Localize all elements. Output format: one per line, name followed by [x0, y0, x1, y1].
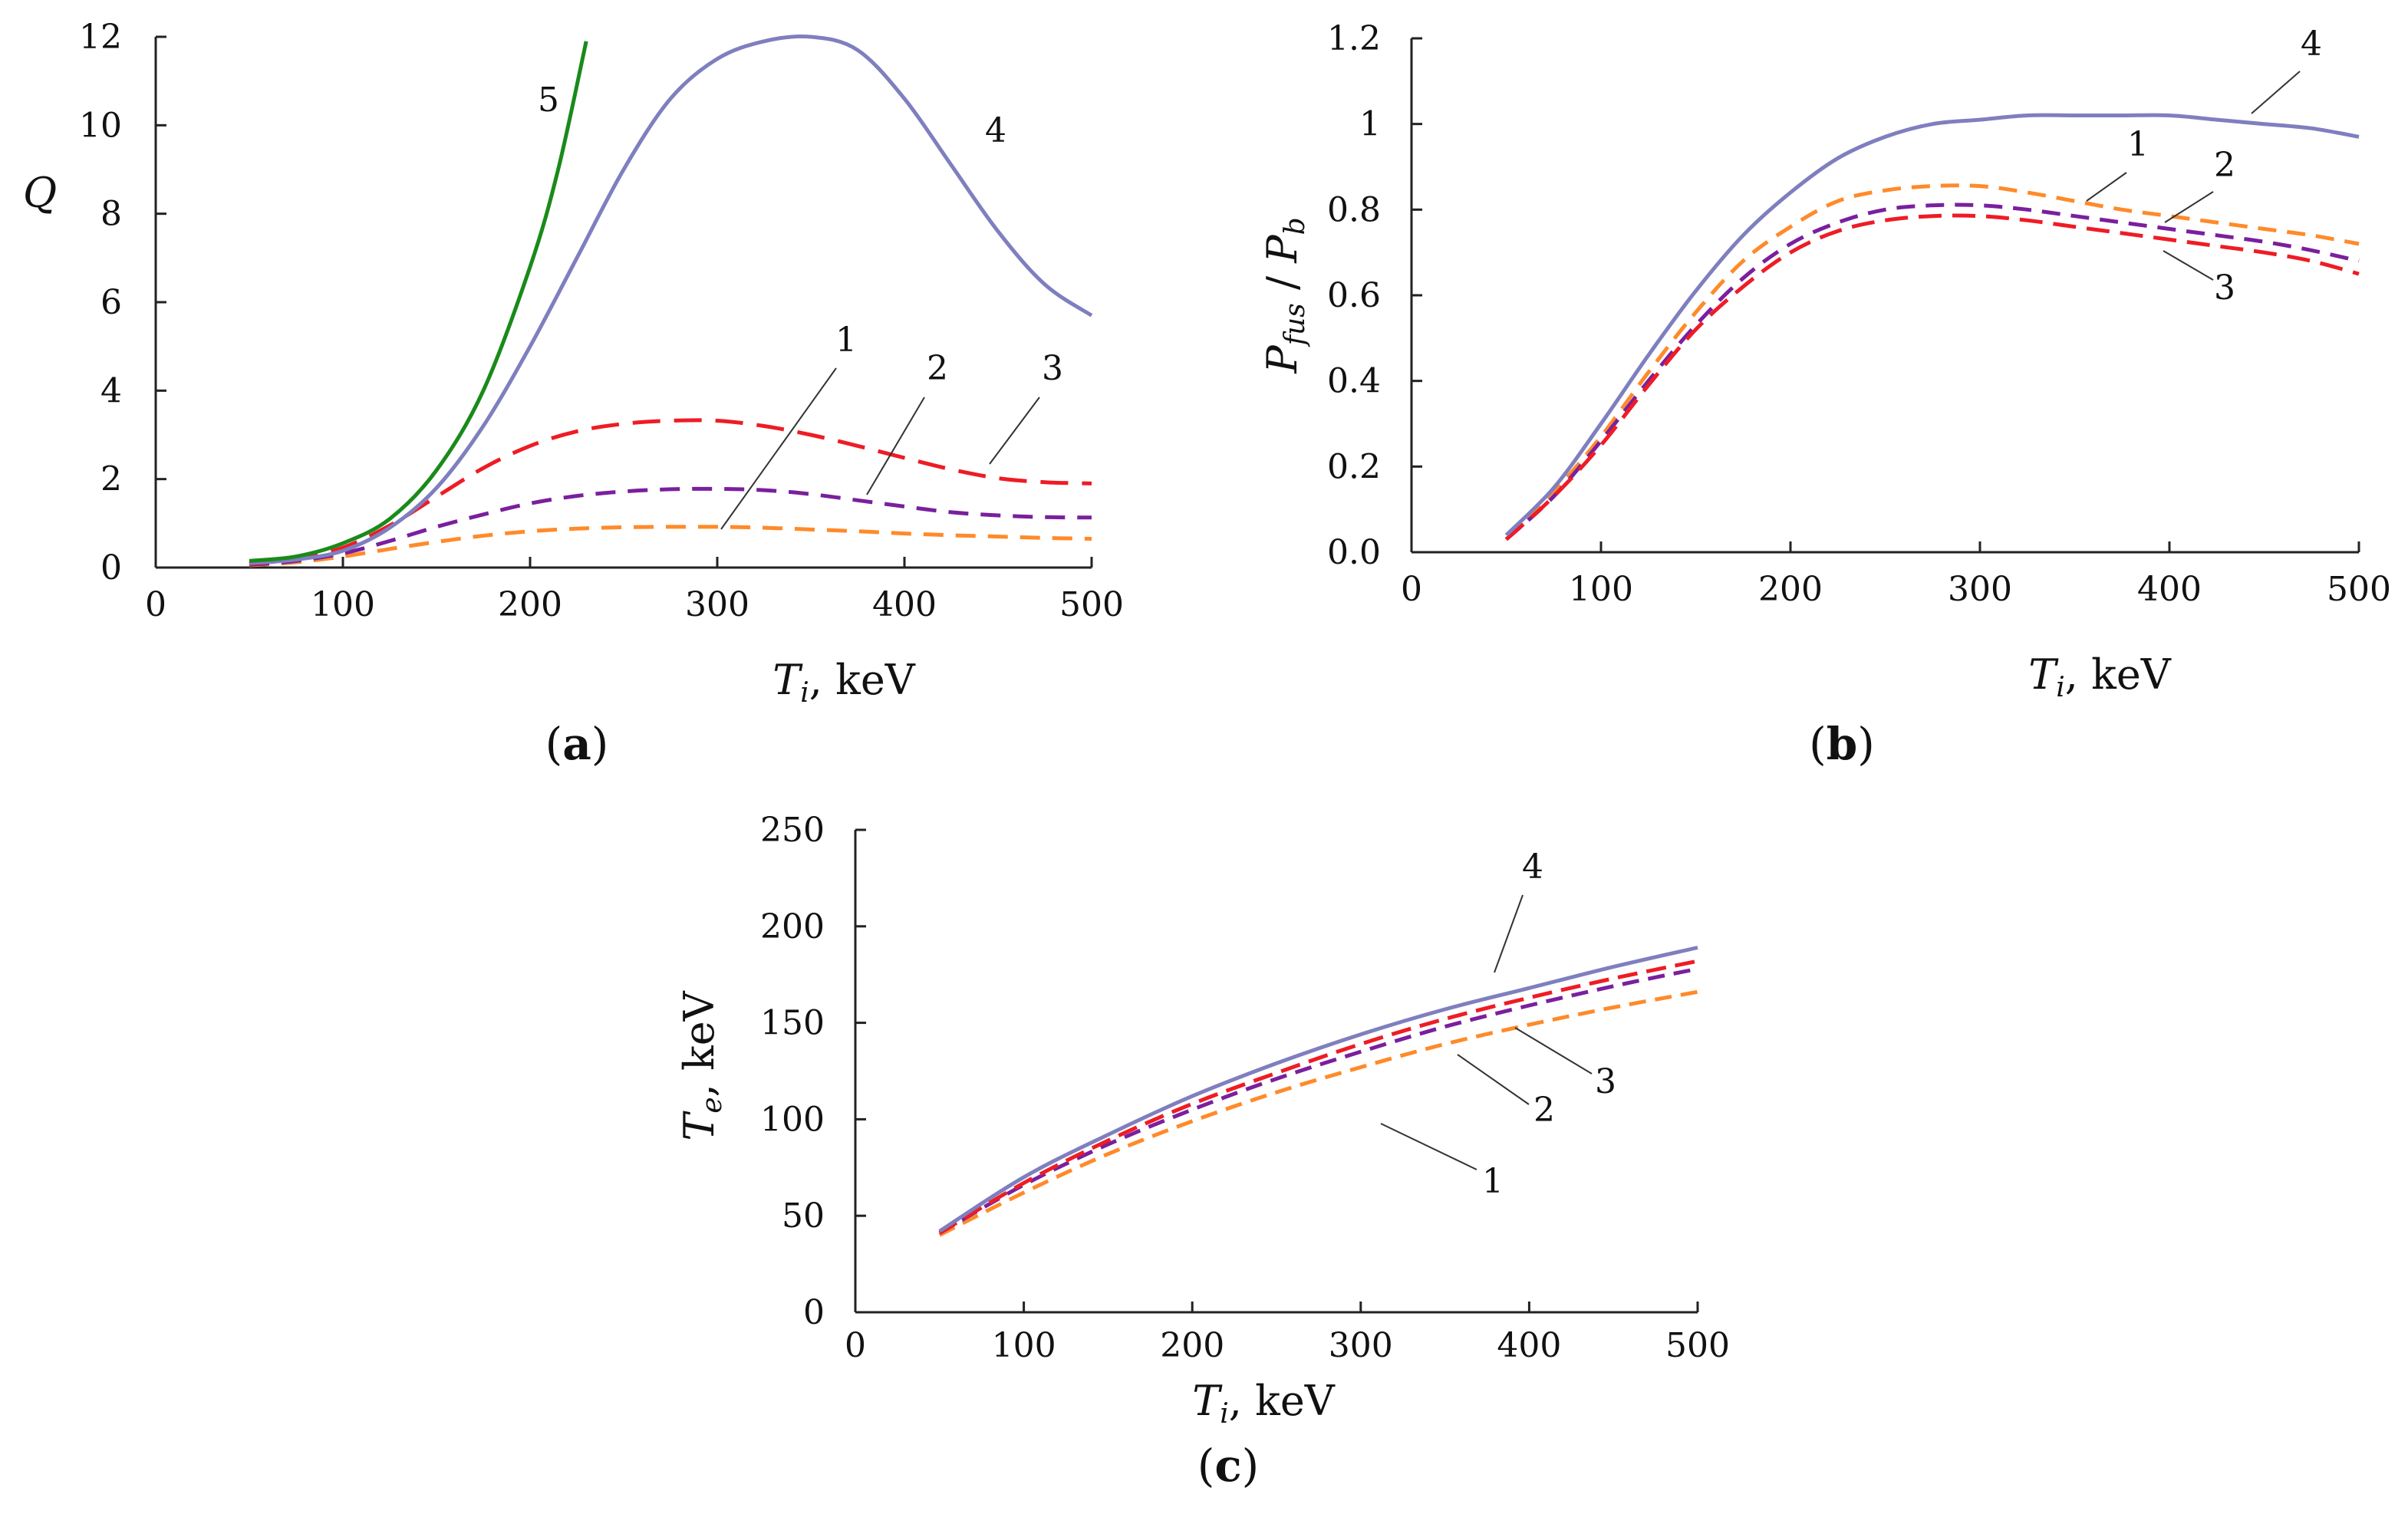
series-line-1 [249, 525, 1092, 568]
y-axis-label: Te, keV [675, 990, 728, 1140]
x-tick-label: 400 [872, 585, 937, 624]
curve-label-2: 2 [1533, 1091, 1555, 1130]
curve-label-3: 3 [1595, 1062, 1616, 1101]
curve-leader-line [720, 367, 837, 530]
y-tick-label: 10 [79, 106, 122, 145]
curve-label-1: 1 [1482, 1162, 1504, 1201]
y-tick-label: 250 [760, 811, 825, 850]
y-axis-label: Q [23, 169, 57, 217]
x-tick-label: 300 [1948, 570, 2012, 609]
series-line-1 [938, 989, 1698, 1237]
curve-leader-line [1457, 1054, 1530, 1105]
x-tick-label: 200 [1160, 1326, 1224, 1365]
curve-label-2: 2 [927, 349, 948, 388]
series-line-3 [938, 959, 1698, 1235]
x-axis-label: Ti, keV [772, 656, 916, 709]
curve-leader-line [866, 397, 925, 495]
curve-label-1: 1 [2127, 125, 2149, 164]
series-line-1 [1504, 183, 2360, 541]
y-tick-label: 150 [760, 1004, 825, 1043]
curve-leader-line [2163, 250, 2214, 281]
curve-label-5: 5 [538, 81, 559, 120]
chart-panel-b: 0 100 200 300 400 500 0.0 0.2 0.4 0.6 0.8 1 1.2 Ti, k… [1258, 19, 2391, 770]
curve-label-1: 1 [835, 321, 857, 360]
series-line-2 [938, 966, 1698, 1235]
panel-label: (b) [1809, 718, 1875, 770]
y-tick-label: 0.2 [1327, 447, 1381, 486]
x-tick-label: 200 [498, 585, 562, 624]
y-tick-label: 12 [79, 18, 122, 57]
curve-leader-line [2251, 71, 2301, 114]
x-tick-label: 100 [1569, 570, 1633, 609]
x-axis-label: Ti, keV [1192, 1377, 1336, 1430]
y-tick-label: 0.0 [1327, 533, 1381, 572]
y-tick-label: 2 [100, 460, 122, 499]
y-tick-label: 6 [100, 283, 122, 322]
x-tick-label: 100 [992, 1326, 1056, 1365]
curve-leader-line [2086, 172, 2127, 202]
y-tick-label: 200 [760, 907, 825, 946]
y-tick-label: 0.6 [1327, 276, 1381, 315]
x-axis-label: Ti, keV [2028, 650, 2172, 703]
curve-label-3: 3 [1042, 349, 1063, 388]
y-tick-label: 8 [100, 195, 122, 234]
y-tick-label: 0.8 [1327, 190, 1381, 229]
x-tick-label: 500 [1665, 1326, 1730, 1365]
x-tick-label: 400 [1497, 1326, 1561, 1365]
y-tick-label: 0.4 [1327, 362, 1381, 401]
y-tick-label: 4 [100, 371, 122, 410]
x-tick-label: 0 [1401, 570, 1422, 609]
panel-label: (c) [1197, 1440, 1260, 1492]
curve-leader-line [2164, 191, 2214, 223]
curve-label-4: 4 [2301, 25, 2322, 64]
series-line-2 [1504, 202, 2360, 541]
curve-leader-line [989, 397, 1040, 465]
x-tick-label: 100 [311, 585, 375, 624]
curve-label-2: 2 [2214, 146, 2235, 185]
series-line-5 [249, 41, 588, 563]
curve-label-4: 4 [985, 111, 1006, 150]
y-tick-label: 50 [782, 1196, 825, 1236]
y-tick-label: 1 [1359, 105, 1381, 144]
x-tick-label: 0 [145, 585, 166, 624]
series-line-3 [1504, 213, 2360, 541]
curve-label-3: 3 [2214, 268, 2235, 308]
series-line-2 [249, 486, 1092, 567]
y-axis-label: Pfus / Pb [1258, 217, 1311, 374]
x-tick-label: 300 [685, 585, 749, 624]
y-tick-label: 100 [760, 1100, 825, 1139]
y-tick-label: 1.2 [1327, 19, 1381, 58]
y-tick-label: 0 [803, 1293, 825, 1332]
series-line-3 [249, 418, 1092, 566]
series-line-4 [1504, 113, 2360, 537]
x-tick-label: 0 [845, 1326, 866, 1365]
curve-label-4: 4 [1522, 847, 1543, 887]
series-line-4 [249, 34, 1093, 565]
curve-leader-line [1380, 1123, 1477, 1170]
chart-panel-c: 0 100 200 300 400 500 0 50 100 150 200 250 Ti, keV Te… [675, 811, 1730, 1492]
x-tick-label: 500 [1059, 585, 1124, 624]
y-tick-label: 0 [100, 548, 122, 587]
curve-leader-line [1514, 1027, 1593, 1074]
panel-label: (a) [545, 718, 609, 770]
x-tick-label: 300 [1329, 1326, 1393, 1365]
series-line-4 [938, 946, 1698, 1233]
x-tick-label: 500 [2327, 570, 2391, 609]
x-tick-label: 400 [2137, 570, 2202, 609]
curve-leader-line [1494, 894, 1524, 973]
x-tick-label: 200 [1758, 570, 1823, 609]
